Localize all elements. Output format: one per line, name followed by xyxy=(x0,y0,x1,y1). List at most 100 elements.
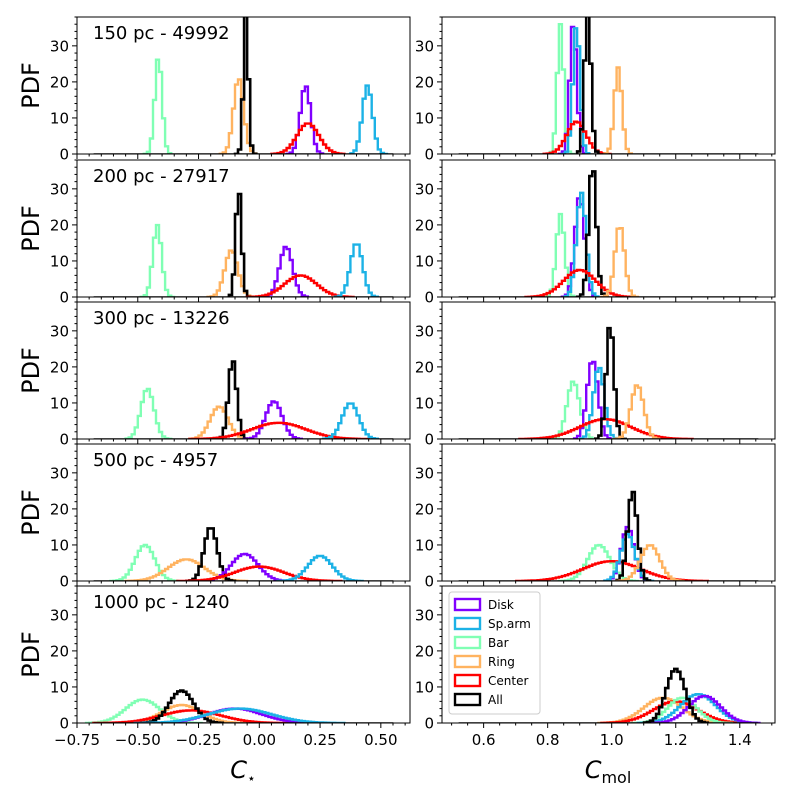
panel-title: 500 pc - 4957 xyxy=(93,450,218,471)
y-tick-label: 20 xyxy=(415,500,434,518)
y-tick-label: 0 xyxy=(59,289,69,307)
x-tick-label: −0.25 xyxy=(176,731,222,749)
x-tick-label: 1.2 xyxy=(664,731,688,749)
panel-r2-c1: 0 10 20 30 xyxy=(415,301,776,449)
panel-r0-c1: 0 10 20 30 xyxy=(415,16,776,164)
series-disk-hist xyxy=(242,400,303,439)
panel-r3-c0: 0 10 20 30 PDF 500 pc - 4957 xyxy=(17,443,411,591)
series-bar-hist xyxy=(142,58,173,154)
legend-label-all: All xyxy=(488,693,503,707)
y-tick-label: 20 xyxy=(50,73,69,91)
series-center-hist xyxy=(270,122,346,154)
y-tick-label: 20 xyxy=(50,500,69,518)
series-bar-hist xyxy=(109,543,179,581)
panel-frame xyxy=(76,443,411,582)
y-tick-label: 30 xyxy=(50,606,69,624)
series-sp-arm-hist xyxy=(334,243,379,297)
panel-frame xyxy=(76,16,411,155)
y-tick-label: 0 xyxy=(424,715,434,733)
series-layer xyxy=(542,17,633,154)
left-xlabel-main: C xyxy=(230,756,247,784)
x-tick-label: −0.50 xyxy=(115,731,161,749)
series-layer xyxy=(515,490,709,581)
y-tick-label: 0 xyxy=(59,573,69,591)
x-tick-label: 0.25 xyxy=(303,731,336,749)
y-tick-label: 20 xyxy=(415,216,434,234)
series-sp-arm-hist xyxy=(133,707,346,723)
x-axis xyxy=(451,439,773,444)
y-tick-label: 20 xyxy=(415,73,434,91)
y-tick-label: 20 xyxy=(50,358,69,376)
series-sp-arm-hist xyxy=(603,533,655,581)
right-xlabel-main: C xyxy=(585,756,602,784)
y-tick-label: 20 xyxy=(50,216,69,234)
series-sp-arm-hist xyxy=(321,402,379,439)
y-tick-label: 10 xyxy=(50,252,69,270)
legend-swatch-ring xyxy=(453,654,482,669)
series-layer xyxy=(139,192,379,297)
panel-r0-c0: 0 10 20 30 PDF 150 pc - 49992 xyxy=(17,16,411,164)
series-layer xyxy=(597,667,761,723)
y-axis-label: PDF xyxy=(17,631,45,678)
y-tick-label: 20 xyxy=(415,642,434,660)
series-bar-hist xyxy=(124,387,173,439)
y-tick-label: 0 xyxy=(424,573,434,591)
legend-label-disk: Disk xyxy=(488,598,514,612)
x-axis xyxy=(76,297,406,302)
series-center-hist xyxy=(542,120,612,154)
panel-frame xyxy=(441,159,776,298)
left-xlabel: C⋆ xyxy=(230,756,256,787)
series-layer xyxy=(109,527,364,581)
panel-frame xyxy=(441,585,776,724)
y-tick-label: 10 xyxy=(50,394,69,412)
series-layer xyxy=(518,326,694,439)
legend-label-center: Center xyxy=(488,674,528,688)
series-bar-hist xyxy=(545,212,579,297)
y-tick-label: 10 xyxy=(415,252,434,270)
series-ring-hist xyxy=(612,384,661,439)
series-disk-hist xyxy=(572,360,612,439)
panel-frame xyxy=(441,443,776,582)
series-bar-hist xyxy=(139,223,176,297)
x-axis: 0.6 0.8 1.0 1.2 1.4 xyxy=(451,723,773,749)
y-axis-label: PDF xyxy=(17,489,45,536)
panel-r4-c1: 0 10 20 30 0.6 0.8 1.0 1.2 1.4 xyxy=(415,585,776,749)
panel-r2-c0: 0 10 20 30 PDF 300 pc - 13226 xyxy=(17,301,411,449)
panel-frame xyxy=(441,16,776,155)
series-layer xyxy=(84,689,346,723)
right-xlabel: Cmol xyxy=(585,756,632,787)
y-axis: 0 10 20 30 xyxy=(50,585,77,733)
panel-r1-c0: 0 10 20 30 PDF 200 pc - 27917 xyxy=(17,159,411,307)
y-axis-label: PDF xyxy=(17,347,45,394)
panel-frame xyxy=(76,585,411,724)
series-disk-hist xyxy=(285,85,325,154)
series-sp-arm-hist xyxy=(276,554,364,581)
y-axis: 0 10 20 30 xyxy=(415,301,442,449)
series-layer xyxy=(124,360,379,439)
series-all-hist xyxy=(642,667,710,723)
y-axis: 0 10 20 30 xyxy=(50,16,77,164)
y-tick-label: 0 xyxy=(424,289,434,307)
x-tick-label: 0.6 xyxy=(472,731,496,749)
y-tick-label: 0 xyxy=(59,431,69,449)
y-axis: 0 10 20 30 xyxy=(415,443,442,591)
panel-r1-c1: 0 10 20 30 xyxy=(415,159,776,307)
panel-title: 150 pc - 49992 xyxy=(93,23,230,44)
y-tick-label: 10 xyxy=(415,394,434,412)
series-sp-arm-hist xyxy=(579,366,621,439)
series-center-hist xyxy=(524,268,636,297)
y-tick-label: 30 xyxy=(415,606,434,624)
y-tick-label: 10 xyxy=(50,678,69,696)
y-tick-label: 10 xyxy=(415,678,434,696)
y-tick-label: 30 xyxy=(415,464,434,482)
series-ring-hist xyxy=(188,405,252,439)
series-all-hist xyxy=(575,17,600,154)
legend-label-sp-arm: Sp.arm xyxy=(488,617,531,631)
panel-title: 300 pc - 13226 xyxy=(93,308,230,329)
y-axis-label: PDF xyxy=(17,205,45,252)
legend-label-ring: Ring xyxy=(488,655,515,669)
y-tick-label: 30 xyxy=(415,37,434,55)
y-tick-label: 30 xyxy=(50,322,69,340)
panel-title: 1000 pc - 1240 xyxy=(93,592,230,613)
